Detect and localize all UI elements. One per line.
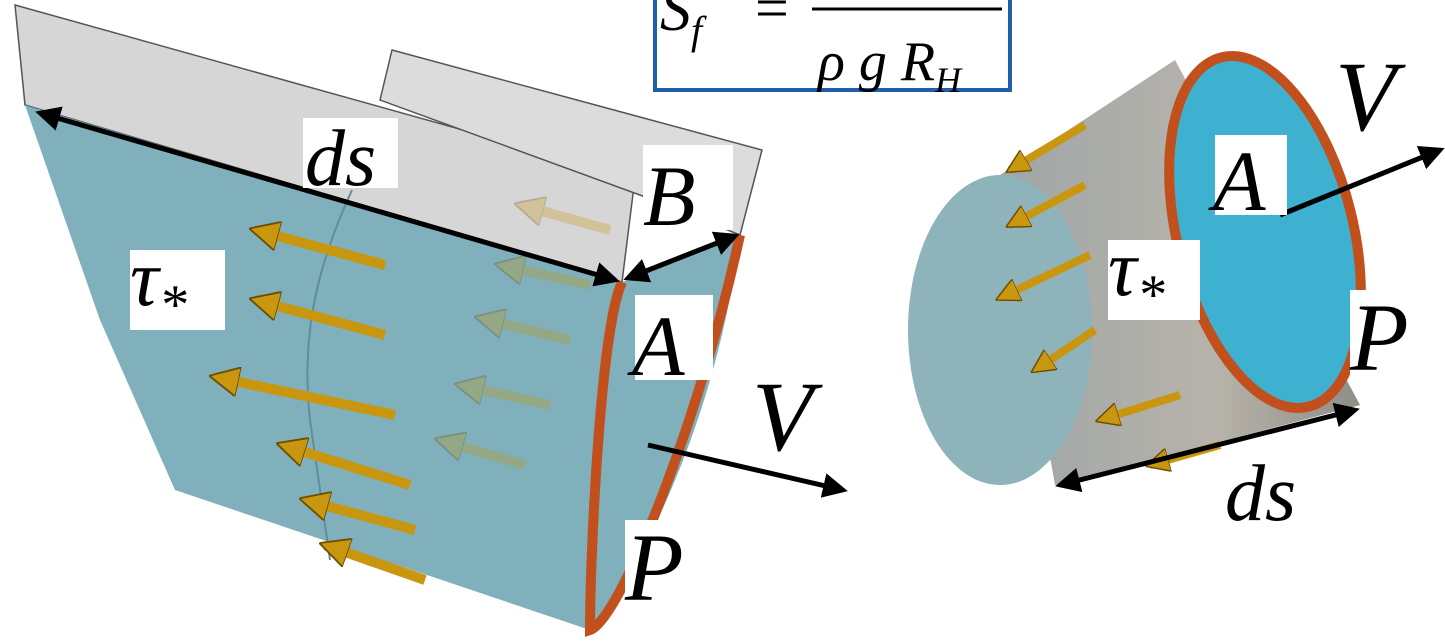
length-label: ds bbox=[305, 115, 376, 203]
length-label: ds bbox=[1225, 450, 1296, 538]
velocity-label: V bbox=[752, 361, 823, 472]
velocity-label: V bbox=[1335, 41, 1406, 152]
denominator: ρ g R bbox=[816, 31, 935, 93]
diagram: Sf = ρ g RH ds B τ* A V P bbox=[0, 0, 1445, 641]
perimeter-label: P bbox=[624, 514, 684, 621]
page: {"formula": {"lhs": "S", "lhs_sub": "f",… bbox=[0, 0, 1445, 641]
pipe: V A τ* P ds bbox=[908, 36, 1440, 538]
open-channel: ds B τ* A V P bbox=[15, 5, 843, 630]
area-label: A bbox=[627, 298, 685, 394]
shear: τ bbox=[130, 235, 162, 323]
lhs: S bbox=[660, 0, 691, 44]
shear-sub: * bbox=[159, 274, 187, 336]
equals: = bbox=[755, 0, 789, 41]
formula: Sf = ρ g RH bbox=[655, 0, 1010, 100]
width-label: B bbox=[643, 148, 696, 244]
perimeter-label: P bbox=[1349, 284, 1409, 391]
area-label: A bbox=[1208, 133, 1266, 229]
pipe-inlet bbox=[908, 175, 1092, 485]
shear: τ bbox=[1108, 225, 1140, 313]
denominator-sub: H bbox=[934, 60, 963, 100]
shear-sub: * bbox=[1137, 264, 1165, 326]
